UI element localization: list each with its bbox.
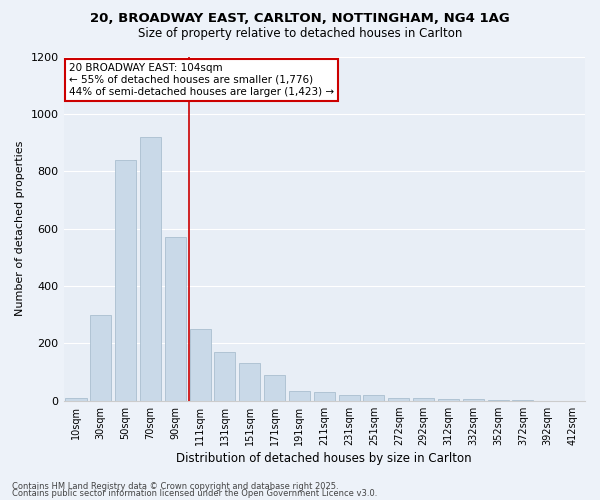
Bar	[264, 375, 285, 400]
Bar	[190, 329, 211, 400]
Text: Size of property relative to detached houses in Carlton: Size of property relative to detached ho…	[138, 28, 462, 40]
Y-axis label: Number of detached properties: Number of detached properties	[15, 141, 25, 316]
Bar	[314, 392, 335, 400]
Bar	[239, 364, 260, 401]
Text: 20, BROADWAY EAST, CARLTON, NOTTINGHAM, NG4 1AG: 20, BROADWAY EAST, CARLTON, NOTTINGHAM, …	[90, 12, 510, 26]
Text: 20 BROADWAY EAST: 104sqm
← 55% of detached houses are smaller (1,776)
44% of sem: 20 BROADWAY EAST: 104sqm ← 55% of detach…	[69, 64, 334, 96]
Bar	[115, 160, 136, 400]
Bar	[140, 137, 161, 400]
Bar	[289, 390, 310, 400]
Bar	[214, 352, 235, 401]
Bar	[65, 398, 86, 400]
Text: Contains HM Land Registry data © Crown copyright and database right 2025.: Contains HM Land Registry data © Crown c…	[12, 482, 338, 491]
Text: Contains public sector information licensed under the Open Government Licence v3: Contains public sector information licen…	[12, 490, 377, 498]
Bar	[364, 395, 385, 400]
Bar	[338, 395, 359, 400]
Bar	[90, 314, 112, 400]
Bar	[388, 398, 409, 400]
Bar	[413, 398, 434, 400]
X-axis label: Distribution of detached houses by size in Carlton: Distribution of detached houses by size …	[176, 452, 472, 465]
Bar	[165, 237, 186, 400]
